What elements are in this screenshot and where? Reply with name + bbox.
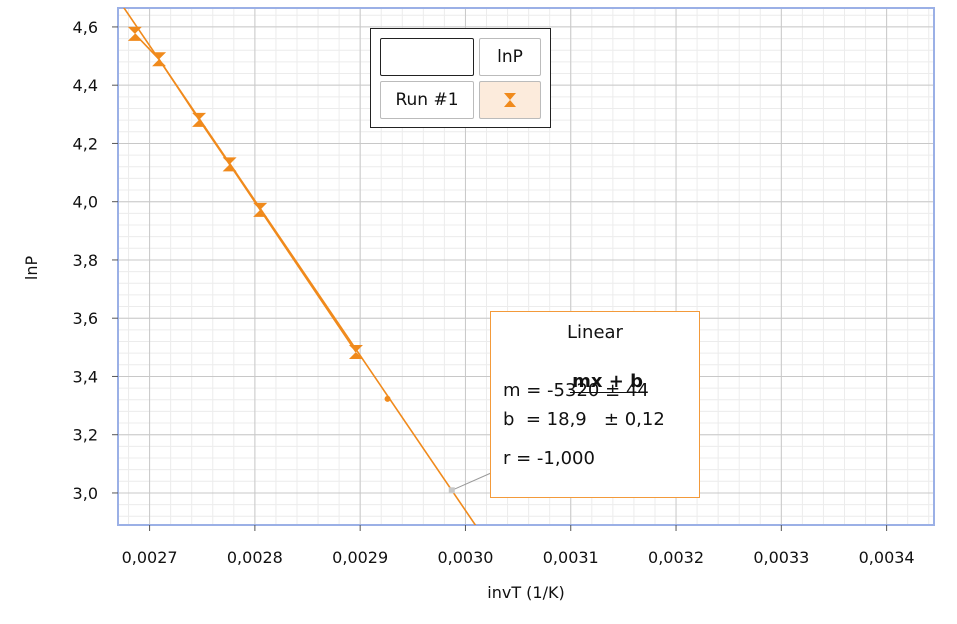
connector-line	[451, 472, 492, 491]
y-axis-title: lnP	[22, 256, 41, 281]
data-point	[348, 344, 363, 359]
data-point	[127, 26, 142, 41]
plot-frame	[117, 7, 935, 526]
legend: lnP Run #1	[370, 28, 551, 128]
fit-results-box: Linear mx + b m = -5320 ± 44 b = 18,9 ± …	[490, 311, 700, 498]
legend-row-label: Run #1	[380, 81, 474, 119]
x-tick-label: 0,0031	[543, 548, 599, 567]
data-point	[253, 202, 268, 217]
data-point	[384, 395, 391, 402]
fit-correlation: r = -1,000	[503, 448, 595, 469]
fit-slope: m = -5320 ± 44	[503, 380, 649, 401]
data-point	[152, 52, 167, 67]
y-tick-label: 3,6	[73, 309, 98, 328]
x-tick-label: 0,0032	[648, 548, 704, 567]
x-axis-title: invT (1/K)	[487, 583, 564, 602]
fit-marker	[448, 487, 455, 494]
x-tick-label: 0,0034	[859, 548, 915, 567]
y-tick-label: 4,6	[73, 18, 98, 37]
legend-marker-cell	[479, 81, 541, 119]
data-point	[192, 112, 207, 127]
fit-equation: mx + b	[570, 371, 645, 393]
legend-column-header: lnP	[479, 38, 541, 76]
y-tick-label: 3,2	[73, 426, 98, 445]
y-tick-label: 4,0	[73, 193, 98, 212]
legend-empty-cell	[380, 38, 474, 76]
y-tick-label: 3,4	[73, 367, 98, 386]
hourglass-marker-icon	[504, 93, 516, 107]
y-tick-label: 4,2	[73, 134, 98, 153]
x-tick-label: 0,0033	[753, 548, 809, 567]
y-tick-label: 3,0	[73, 484, 98, 503]
y-tick-label: 4,4	[73, 76, 98, 95]
fit-box-connector	[448, 472, 492, 494]
fit-intercept: b = 18,9 ± 0,12	[503, 409, 665, 430]
data-point	[222, 157, 237, 172]
x-tick-label: 0,0030	[437, 548, 493, 567]
y-tick-label: 3,8	[73, 251, 98, 270]
y-axis: 3,0 3,2 3,4 3,6 3,8 4,0 4,2 4,4 4,6	[73, 18, 118, 503]
data-points	[127, 26, 391, 402]
fit-title: Linear	[567, 322, 623, 343]
x-tick-label: 0,0029	[332, 548, 388, 567]
x-tick-label: 0,0027	[122, 548, 178, 567]
x-axis: 0,0027 0,0028 0,0029 0,0030 0,0031 0,0032 0,00…	[122, 525, 915, 567]
x-tick-label: 0,0028	[227, 548, 283, 567]
